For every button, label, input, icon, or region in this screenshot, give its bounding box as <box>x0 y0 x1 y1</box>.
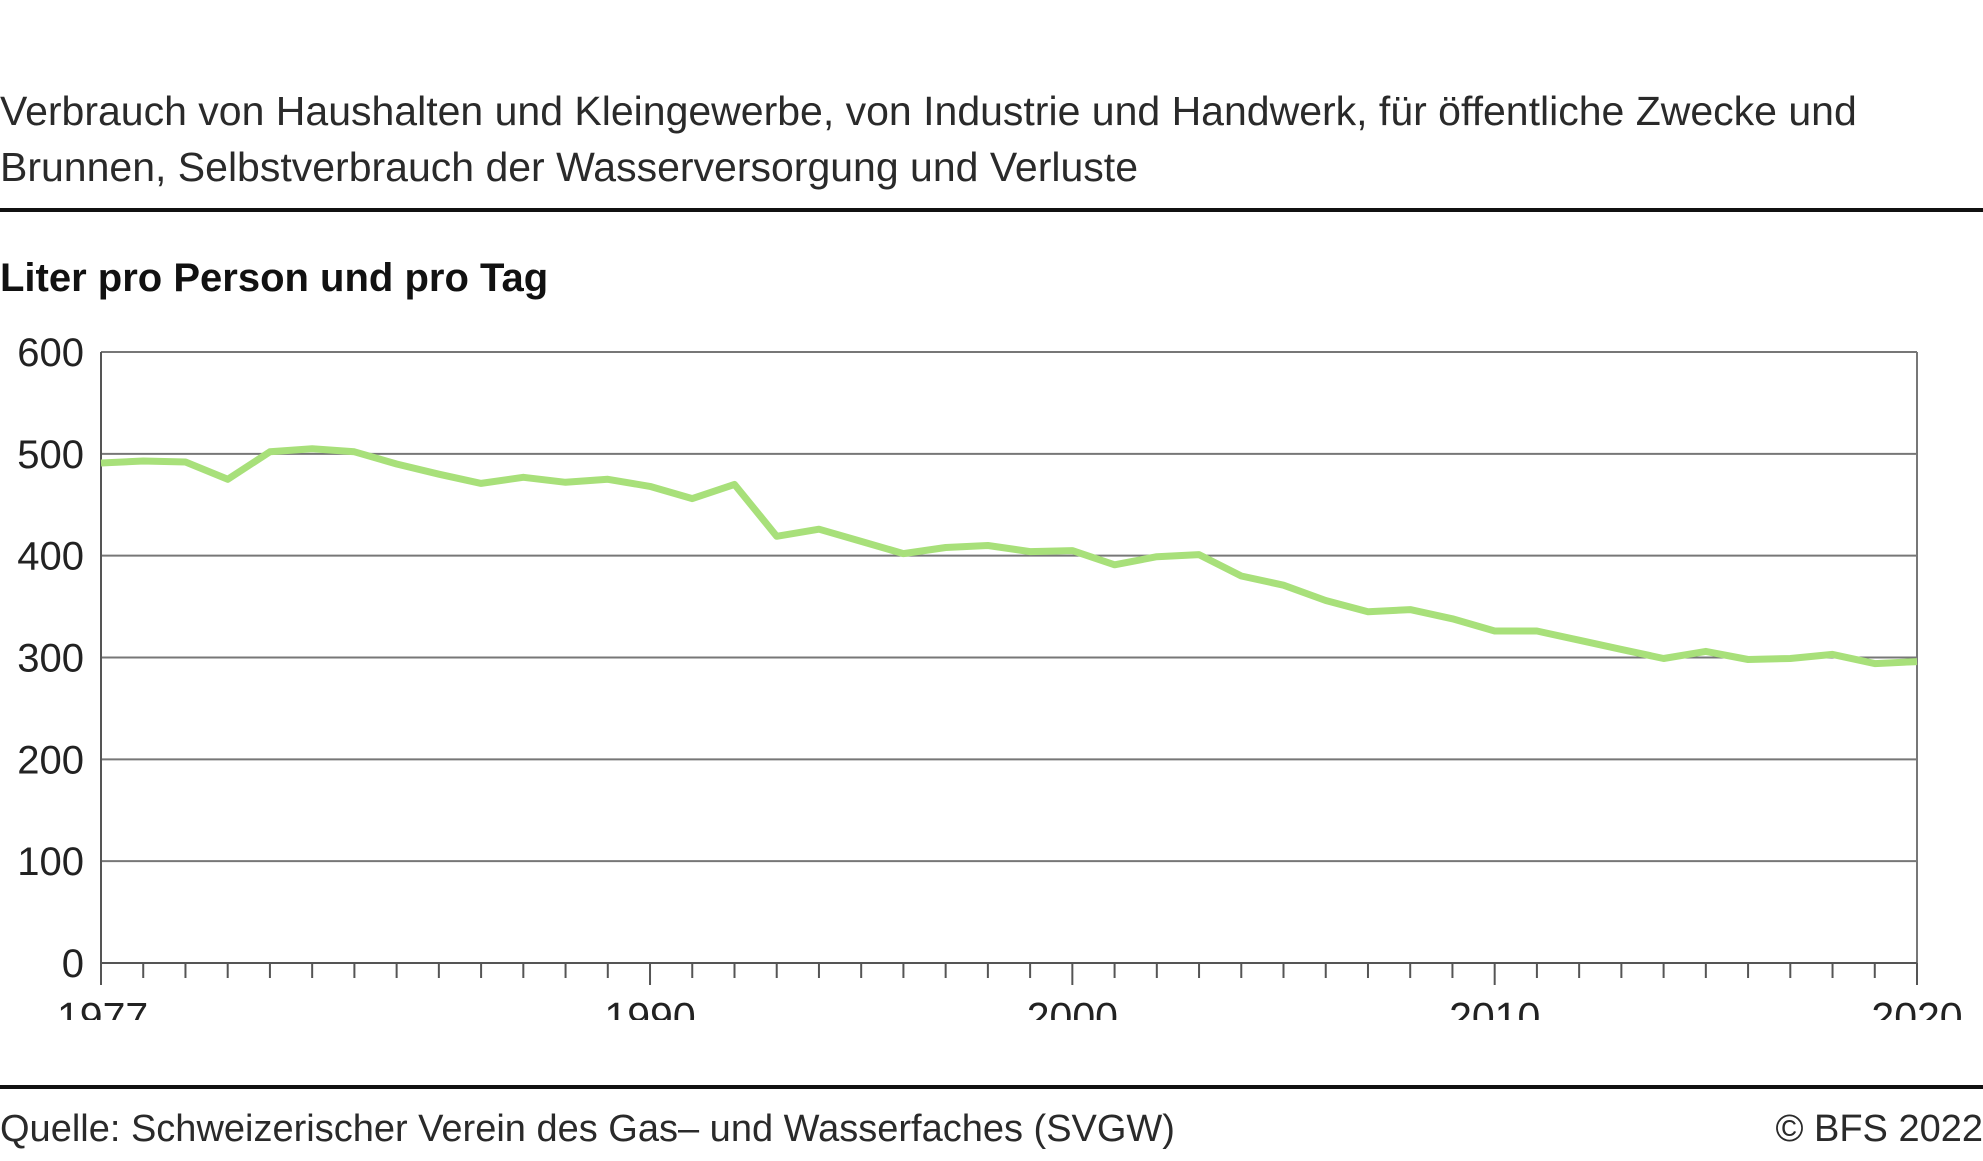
source-note: Quelle: Schweizerischer Verein des Gas– … <box>0 1108 1175 1150</box>
chart-subtitle: Verbrauch von Haushalten und Kleingewerb… <box>0 88 1857 190</box>
y-tick-label: 100 <box>17 840 84 884</box>
x-tick-label: 2000 <box>1027 994 1118 1020</box>
copyright-note: © BFS 2022 <box>1775 1108 1983 1150</box>
y-tick-label: 500 <box>17 433 84 477</box>
series-layer <box>100 445 1918 668</box>
x-tick-label: 2020 <box>1871 994 1962 1020</box>
y-tick-label: 600 <box>17 331 84 375</box>
footer-divider <box>0 1085 1983 1089</box>
line-chart: 0 100 200 300 400 500 600 1977 1990 2000 2010 2020 <box>17 331 1962 1020</box>
y-axis-title: Liter pro Person und pro Tag <box>0 256 549 300</box>
y-tick-label: 300 <box>17 637 84 681</box>
x-tick-label: 2010 <box>1449 994 1540 1020</box>
y-tick-label: 0 <box>62 942 84 986</box>
x-tick-label: 1977 <box>57 994 148 1020</box>
axis-layer <box>100 352 1918 985</box>
x-tick-label: 1990 <box>604 994 695 1020</box>
series-line-0 <box>100 445 1918 668</box>
y-tick-label: 400 <box>17 535 84 579</box>
tick-layer: 0 100 200 300 400 500 600 1977 1990 2000 2010 2020 <box>17 331 1962 1020</box>
grid-layer <box>101 351 1917 964</box>
y-tick-label: 200 <box>17 738 84 782</box>
header-divider <box>0 208 1983 212</box>
